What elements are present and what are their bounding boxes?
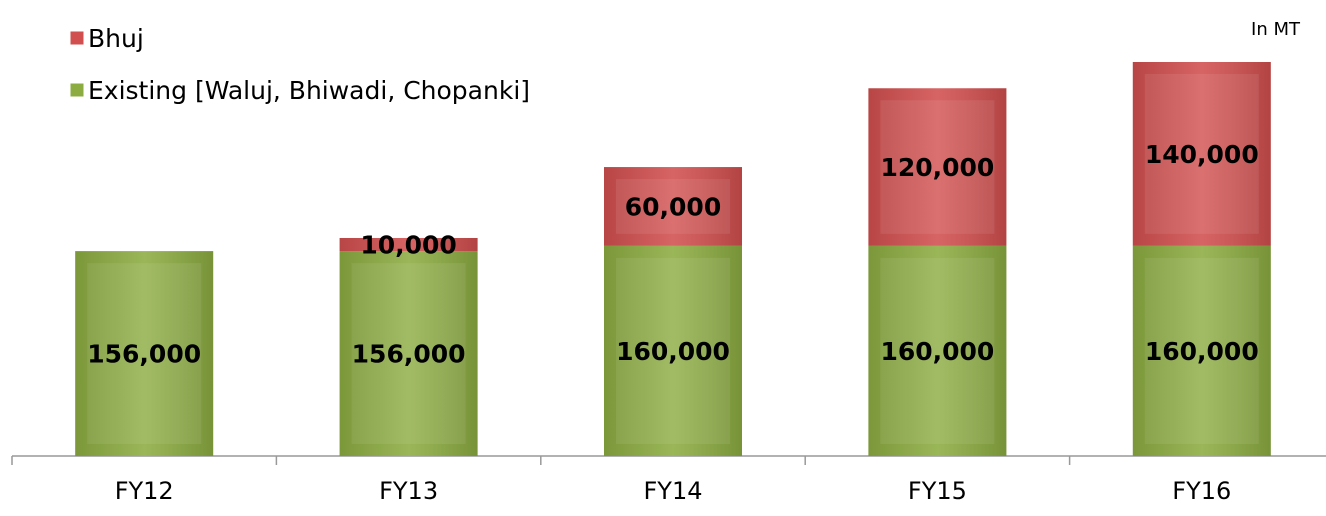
- bar-bevel: [616, 257, 730, 444]
- bar-bevel: [87, 263, 202, 444]
- data-label: 160,000: [1145, 337, 1259, 366]
- bar-sheen: [339, 237, 478, 252]
- x-tick-label: FY14: [643, 477, 702, 505]
- data-label: 160,000: [616, 337, 730, 366]
- data-label: 156,000: [87, 340, 201, 369]
- x-tick-label: FY15: [908, 477, 967, 505]
- x-tick-label: FY16: [1172, 477, 1231, 505]
- bar-bevel: [1144, 257, 1259, 444]
- data-label: 60,000: [625, 192, 721, 221]
- x-tick-label: FY12: [115, 477, 174, 505]
- data-label: 156,000: [352, 340, 466, 369]
- bar-sheen: [604, 167, 742, 246]
- data-label: 120,000: [880, 153, 994, 182]
- legend-swatch: [69, 30, 85, 46]
- bar-sheen: [339, 251, 478, 456]
- bar-bevel: [880, 100, 995, 234]
- bar-bevel: [880, 257, 995, 444]
- legend-label: Existing [Waluj, Bhiwadi, Chopanki]: [88, 76, 530, 105]
- bar-sheen: [868, 88, 1007, 246]
- bar-bevel: [1144, 74, 1259, 234]
- bar-sheen: [604, 245, 742, 456]
- data-label: 140,000: [1145, 140, 1259, 169]
- bar-sheen: [868, 245, 1007, 456]
- bar-bevel: [351, 263, 466, 444]
- bar-sheen: [1132, 245, 1271, 456]
- data-label: 10,000: [360, 231, 456, 260]
- bar-sheen: [1132, 62, 1271, 246]
- unit-note: In MT: [1251, 19, 1301, 40]
- legend-label: Bhuj: [88, 24, 144, 53]
- bar-sheen: [75, 251, 214, 456]
- x-tick-label: FY13: [379, 477, 438, 505]
- bar-bevel: [616, 179, 730, 234]
- legend-swatch: [69, 82, 85, 98]
- data-label: 160,000: [880, 337, 994, 366]
